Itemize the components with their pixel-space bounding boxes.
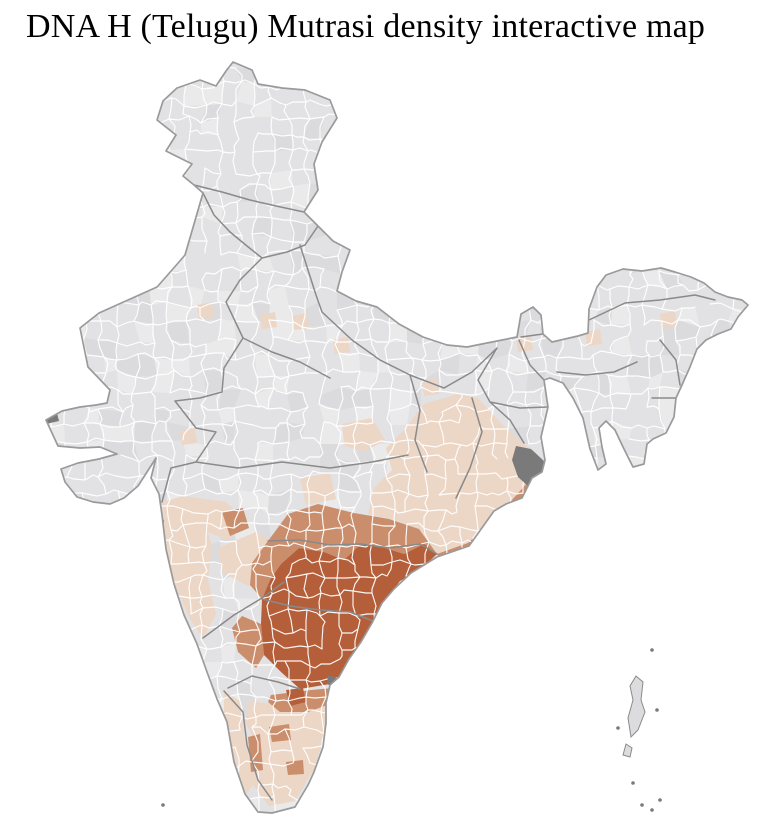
density-region[interactable] xyxy=(260,312,277,329)
islet-dot xyxy=(650,808,654,812)
density-region[interactable] xyxy=(261,544,437,689)
islet-dot xyxy=(640,803,644,807)
islet-dot xyxy=(650,648,654,652)
density-region[interactable] xyxy=(286,760,304,775)
state-boundaries xyxy=(161,184,716,801)
islet-dot xyxy=(161,803,165,807)
island-groups[interactable] xyxy=(161,648,662,812)
density-region[interactable] xyxy=(422,379,439,396)
islet-dot xyxy=(655,708,659,712)
density-region[interactable] xyxy=(232,616,264,668)
density-region[interactable] xyxy=(245,701,329,806)
density-region[interactable] xyxy=(180,428,197,445)
density-high-regions[interactable] xyxy=(261,544,437,706)
islet-dot xyxy=(631,781,635,785)
density-region[interactable] xyxy=(585,329,602,346)
density-region[interactable] xyxy=(224,691,256,796)
density-region[interactable] xyxy=(286,688,306,706)
island[interactable] xyxy=(627,675,646,739)
density-region[interactable] xyxy=(222,508,249,536)
density-region[interactable] xyxy=(161,496,216,638)
density-region[interactable] xyxy=(197,302,214,319)
islet-dot xyxy=(658,798,662,802)
islet-dot xyxy=(616,726,620,730)
india-outer-border xyxy=(45,61,749,814)
island[interactable] xyxy=(622,743,633,758)
page-title: DNA H (Telugu) Mutrasi density interacti… xyxy=(26,8,706,45)
density-region[interactable] xyxy=(269,724,291,742)
density-region[interactable] xyxy=(250,504,437,599)
